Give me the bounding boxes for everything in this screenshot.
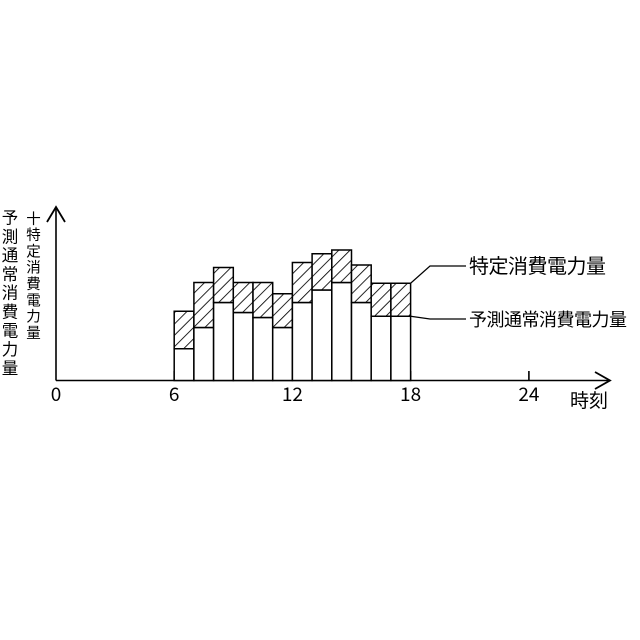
svg-text:特定消費電力量: 特定消費電力量 (469, 250, 606, 279)
svg-text:24: 24 (518, 380, 539, 407)
svg-text:18: 18 (400, 380, 421, 407)
svg-text:6: 6 (169, 380, 180, 407)
svg-text:0: 0 (51, 380, 62, 407)
svg-text:12: 12 (282, 380, 303, 407)
svg-text:時刻: 時刻 (570, 386, 608, 413)
svg-text:予測通常消費電力量: 予測通常消費電力量 (469, 306, 627, 332)
